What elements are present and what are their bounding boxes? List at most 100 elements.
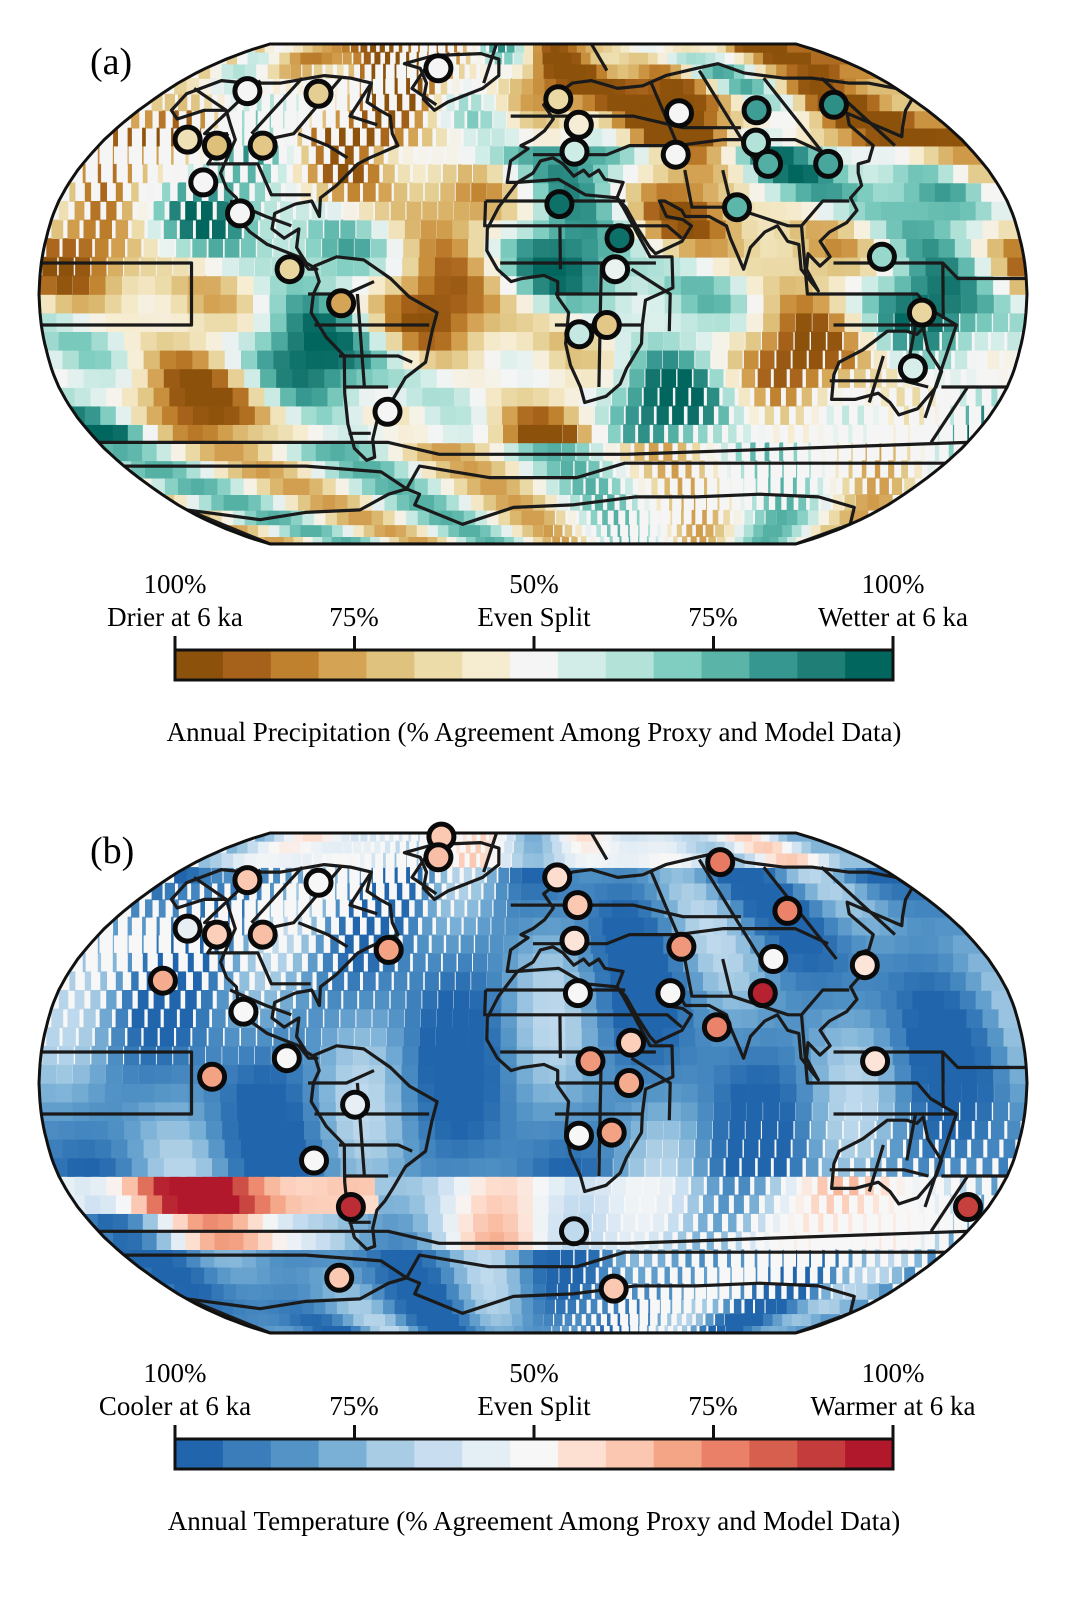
- proxy-site-marker: [906, 297, 937, 328]
- proxy-site-marker: [271, 1043, 302, 1074]
- map-frame: [37, 42, 1029, 546]
- proxy-site-marker: [559, 1216, 589, 1247]
- proxy-site-marker: [423, 842, 454, 873]
- proxy-site-marker: [758, 944, 789, 974]
- colorbar-b-label-75-left: 75%: [329, 1391, 379, 1421]
- region-boundary: [829, 379, 929, 389]
- colorbar-a-label-wetter: Wetter at 6 ka: [818, 602, 968, 632]
- region-boundary: [905, 1113, 918, 1161]
- proxy-site-marker: [225, 198, 255, 229]
- colorbar-swatch: [414, 650, 463, 680]
- colorbar-swatch: [845, 1439, 894, 1469]
- proxy-site-marker: [373, 934, 404, 965]
- proxy-site-marker: [247, 919, 278, 950]
- region-boundary: [929, 386, 970, 444]
- region-boundary: [590, 833, 609, 861]
- proxy-site-marker: [655, 978, 686, 1009]
- colorbar-swatch: [510, 1439, 559, 1469]
- proxy-site-marker: [542, 862, 573, 893]
- region-boundary: [820, 865, 896, 936]
- region-boundary: [833, 323, 958, 419]
- region-boundary: [98, 1229, 968, 1245]
- region-boundary: [348, 871, 378, 916]
- proxy-site-marker: [172, 124, 203, 155]
- colorbar-swatch: [557, 1439, 607, 1469]
- landmass-greenland: [402, 52, 501, 112]
- region-boundary: [124, 1250, 946, 1280]
- proxy-site-marker: [324, 1262, 355, 1293]
- proxy-site-marker: [666, 931, 697, 962]
- colorbar-b-top-right: 100%: [862, 1358, 925, 1388]
- proxy-site-marker: [423, 53, 454, 84]
- region-boundary: [829, 1168, 929, 1178]
- proxy-site-marker: [564, 319, 595, 350]
- landmass-greenland: [402, 841, 501, 901]
- region-boundary: [355, 293, 366, 388]
- colorbar-swatch: [653, 1439, 703, 1469]
- colorbar-swatch: [701, 1439, 750, 1469]
- proxy-site-marker: [591, 310, 622, 340]
- region-boundary: [820, 76, 896, 147]
- proxy-site-marker: [664, 98, 694, 129]
- proxy-site-marker: [701, 1012, 732, 1043]
- colorbar-b: 100% 50% 100% Cooler at 6 ka 75% Even Sp…: [99, 1358, 976, 1536]
- colorbar-a: 100% 50% 100% Drier at 6 ka 75% Even Spl…: [107, 569, 968, 747]
- proxy-site-marker: [705, 847, 736, 878]
- colorbar-b-label-75-right: 75%: [688, 1391, 738, 1421]
- proxy-site-marker: [228, 996, 259, 1027]
- region-boundary: [338, 1143, 413, 1153]
- map-frame: [37, 831, 1029, 1335]
- region-boundary: [929, 1175, 970, 1233]
- proxy-site-marker: [953, 1192, 983, 1222]
- proxy-site-marker: [600, 254, 631, 285]
- colorbar-swatch: [222, 650, 272, 680]
- colorbar-swatch: [845, 650, 894, 680]
- proxy-site-marker: [813, 148, 844, 179]
- region-boundary: [41, 261, 194, 327]
- proxy-site-marker: [596, 1117, 627, 1148]
- colorbar-a-title: Annual Precipitation (% Agreement Among …: [167, 717, 902, 747]
- region-boundary: [731, 199, 850, 228]
- proxy-site-marker: [543, 84, 574, 115]
- region-boundary: [867, 355, 885, 403]
- proxy-site-marker: [372, 396, 403, 427]
- region-boundary: [941, 262, 945, 319]
- region-boundary: [833, 1112, 958, 1208]
- proxy-site-marker: [299, 1145, 329, 1176]
- region-boundary: [193, 87, 228, 112]
- proxy-site-marker: [201, 130, 232, 161]
- region-boundary: [297, 132, 349, 160]
- proxy-site-marker: [660, 139, 691, 170]
- proxy-site-marker: [335, 1192, 366, 1222]
- map-field-a: [39, 44, 1027, 544]
- region-boundary: [220, 951, 311, 986]
- landmass-southAmerica: [309, 1044, 439, 1251]
- proxy-site-marker: [753, 148, 784, 179]
- proxy-site-marker: [562, 978, 593, 1009]
- proxy-site-marker: [303, 867, 334, 898]
- proxy-site-marker: [303, 78, 334, 109]
- proxy-site-marker: [741, 95, 772, 126]
- colorbar-swatch: [222, 1439, 272, 1469]
- region-boundary: [98, 440, 968, 456]
- region-boundary: [124, 461, 946, 491]
- proxy-site-marker: [340, 1089, 371, 1120]
- colorbar-b-top-center: 50%: [509, 1358, 559, 1388]
- panel-label-a: (a): [90, 41, 132, 83]
- colorbar-swatch: [557, 650, 607, 680]
- proxy-site-marker: [722, 192, 752, 223]
- region-boundary: [683, 958, 734, 998]
- region-boundary: [482, 44, 499, 84]
- region-boundary: [649, 871, 680, 936]
- region-boundary: [833, 1050, 1027, 1070]
- colorbar-swatch: [605, 650, 655, 680]
- colorbar-swatch: [270, 650, 320, 680]
- proxy-site-marker: [232, 76, 263, 107]
- colorbar-swatch: [414, 1439, 463, 1469]
- colorbar-swatch: [653, 650, 703, 680]
- colorbar-swatch: [175, 1439, 224, 1469]
- colorbar-swatch: [605, 1439, 655, 1469]
- proxy-site-marker: [616, 1027, 646, 1058]
- colorbar-b-label-warmer: Warmer at 6 ka: [811, 1391, 976, 1421]
